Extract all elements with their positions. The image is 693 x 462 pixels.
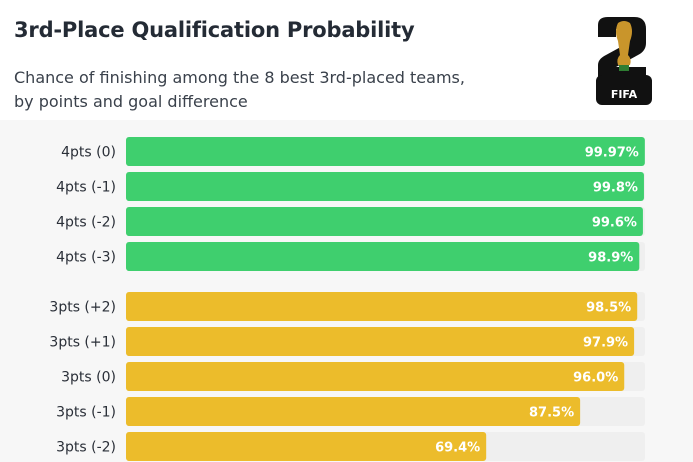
category-label: 4pts (0) (61, 145, 116, 161)
subtitle-line-2: by points and goal difference (14, 92, 248, 111)
bar-chart: 4pts (0) 99.97% 4pts (-1) 99.8% 4pts (-2) 99.… (49, 137, 645, 461)
world-cup-26-logo-icon: FIFA (594, 17, 654, 105)
chart-header: 3rd-Place Qualification Probability Chan… (0, 0, 693, 120)
bar-3pts-1 (126, 327, 635, 356)
value-label: 98.9% (588, 251, 633, 266)
value-label: 98.5% (586, 301, 631, 316)
logo-text: FIFA (611, 88, 638, 101)
category-label: 3pts (0) (61, 370, 116, 386)
subtitle-line-1: Chance of finishing among the 8 best 3rd… (14, 68, 465, 87)
value-label: 99.97% (585, 146, 639, 161)
value-label: 99.6% (592, 216, 637, 231)
chart-subtitle: Chance of finishing among the 8 best 3rd… (14, 66, 465, 114)
category-label: 3pts (+2) (49, 300, 116, 316)
value-label: 97.9% (583, 336, 628, 351)
bar-4pts-3 (126, 242, 640, 271)
value-label: 96.0% (573, 371, 618, 386)
bar-3pts-1 (126, 397, 581, 426)
category-label: 3pts (-2) (56, 440, 116, 456)
bar-4pts-1 (126, 172, 644, 201)
bar-4pts-0 (126, 137, 645, 166)
category-label: 3pts (-1) (56, 405, 116, 421)
chart-title: 3rd-Place Qualification Probability (14, 18, 415, 42)
category-label: 4pts (-2) (56, 215, 116, 231)
bar-4pts-2 (126, 207, 643, 236)
value-label: 87.5% (529, 406, 574, 421)
category-label: 4pts (-3) (56, 250, 116, 266)
value-label: 99.8% (593, 181, 638, 196)
category-label: 4pts (-1) (56, 180, 116, 196)
value-label: 69.4% (435, 441, 480, 456)
bar-3pts-2 (126, 432, 487, 461)
bar-3pts-2 (126, 292, 638, 321)
bar-3pts-0 (126, 362, 625, 391)
category-label: 3pts (+1) (49, 335, 116, 351)
